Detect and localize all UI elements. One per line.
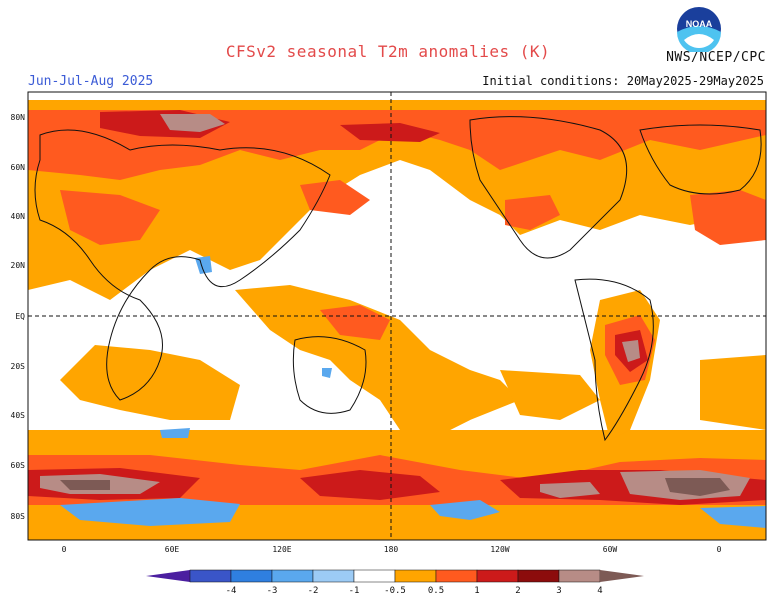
lon-label-120w: 120W (490, 545, 509, 554)
initial-conditions-label: Initial conditions: 20May2025-29May2025 (482, 74, 764, 88)
lon-label-60w: 60W (603, 545, 618, 554)
lat-label-20s: 20S (11, 362, 26, 371)
colorbar-tick-label: -0.5 (384, 586, 406, 596)
lat-label-60n: 60N (11, 163, 26, 172)
colorbar-lower-arrow (146, 570, 190, 582)
colorbar-tick-label: 4 (597, 586, 602, 596)
map-frame (27, 91, 767, 541)
colorbar-tick-label: 3 (556, 586, 561, 596)
colorbar-tick-label: -4 (226, 586, 237, 596)
lon-label-0-west: 0 (62, 545, 67, 554)
colorbar-tick-label: -1 (349, 586, 360, 596)
map-title: CFSv2 seasonal T2m anomalies (K) (225, 42, 551, 61)
colorbar-cell (394, 569, 437, 583)
colorbar-tick-label: -2 (308, 586, 319, 596)
colorbar-tick-label: 0.5 (428, 586, 444, 596)
logo-text: NOAA (686, 19, 713, 29)
colorbar-tick-label: -3 (267, 586, 278, 596)
colorbar-cell (189, 569, 232, 583)
lat-label-40s: 40S (11, 411, 26, 420)
colorbar-cell (517, 569, 560, 583)
lat-label-20n: 20N (11, 261, 26, 270)
lat-label-80n: 80N (11, 113, 26, 122)
season-label: Jun-Jul-Aug 2025 (28, 74, 154, 89)
colorbar-upper-arrow (600, 570, 644, 582)
lat-label-80s: 80S (11, 512, 26, 521)
noaa-logo-icon: NOAA (677, 7, 721, 52)
colorbar-cell (312, 569, 355, 583)
colorbar-cell (476, 569, 519, 583)
colorbar-tick-label: 1 (474, 586, 479, 596)
colorbar-cell (230, 569, 273, 583)
anomaly-shading (28, 100, 766, 540)
lat-label-eq: EQ (15, 312, 25, 321)
lat-label-60s: 60S (11, 461, 26, 470)
lat-label-40n: 40N (11, 212, 26, 221)
colorbar-cell (558, 569, 601, 583)
lon-label-60e: 60E (165, 545, 180, 554)
lon-label-180: 180 (384, 545, 399, 554)
lon-label-120e: 120E (272, 545, 291, 554)
colorbar-tick-label: 2 (515, 586, 520, 596)
lon-label-0-east: 0 (717, 545, 722, 554)
colorbar-cell (271, 569, 314, 583)
colorbar-cell (353, 569, 396, 583)
colorbar-cell (435, 569, 478, 583)
agency-label: NWS/NCEP/CPC (666, 50, 766, 65)
